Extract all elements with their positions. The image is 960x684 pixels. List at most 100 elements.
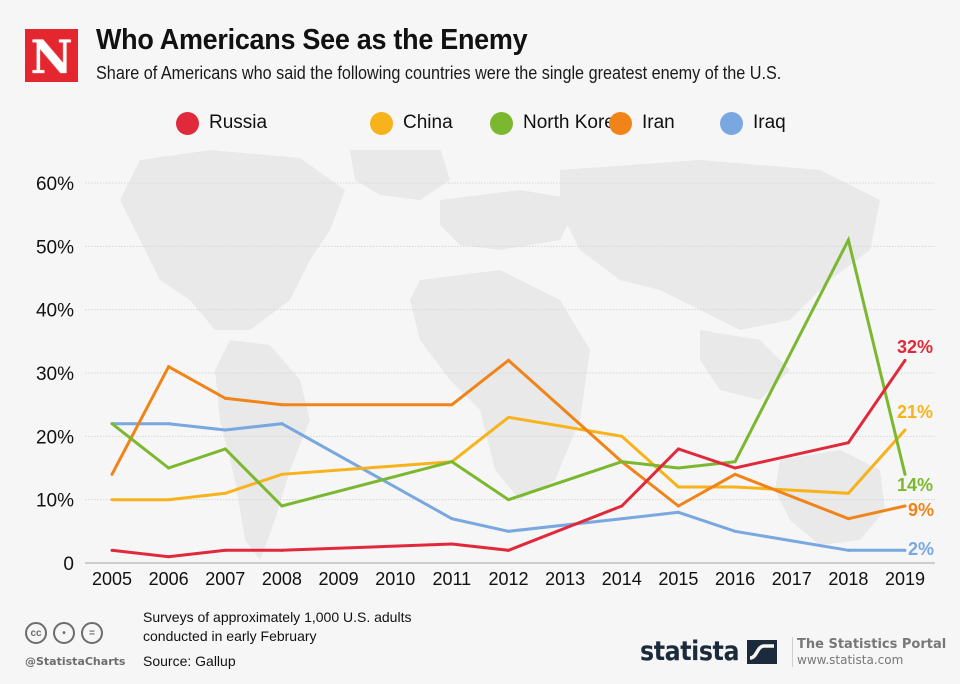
legend-swatch [720,111,743,135]
world-map-background [120,150,885,560]
end-labels: 32% 21% 14% 9% 2% [897,337,934,559]
statista-logo: statista [640,636,777,667]
data-point-china [507,415,510,419]
chart-title: Who Americans See as the Enemy [96,24,528,56]
legend-item-north-korea: North Korea [490,110,625,136]
data-point-russia [733,466,737,470]
legend-label: China [403,112,453,133]
data-point-iraq [903,548,907,552]
series-lines [110,235,907,559]
data-point-russia [903,358,907,362]
y-tick-label: 50% [36,237,74,258]
data-point-iraq [507,529,510,533]
data-point-north-korea [167,466,171,470]
data-point-north-korea [280,504,284,508]
data-point-russia [280,548,284,552]
source-label: Source: Gallup [143,653,236,669]
y-axis-ticks: 0 10% 20% 30% 40% 50% 60% [36,174,74,575]
data-point-iraq [733,529,737,533]
data-point-iraq [620,517,624,521]
y-tick-label: 40% [36,301,74,322]
statista-mark-icon [746,639,777,664]
nd-icon: = [81,622,103,644]
data-point-north-korea [507,498,510,502]
data-point-iraq [676,510,680,514]
data-point-china [110,498,114,502]
footnote: Surveys of approximately 1,000 U.S. adul… [143,608,411,646]
end-label-iraq: 2% [908,539,934,559]
y-tick-label: 0 [63,554,74,575]
data-point-iraq [280,422,284,426]
data-point-north-korea [110,422,114,426]
data-point-iraq [223,428,227,432]
y-tick-label: 20% [36,427,74,448]
legend-label: Iraq [753,112,786,133]
legend-label: North Korea [523,112,626,133]
legend-swatch [490,111,513,135]
data-point-iran [903,504,907,508]
legend: Russia China North Korea Iran Iraq [0,110,960,136]
y-tick-label: 10% [36,491,74,512]
x-tick-label: 2018 [828,569,868,589]
end-label-iran: 9% [908,500,934,520]
data-point-iraq [846,548,850,552]
portal-url[interactable]: www.statista.com [797,653,904,667]
footnote-line-2: conducted in early February [143,628,317,644]
data-point-north-korea [450,460,454,464]
data-point-iran [223,396,227,400]
newsweek-logo: N [25,29,78,82]
data-point-china [733,485,737,489]
x-tick-label: 2006 [149,569,189,589]
chart-subtitle: Share of Americans who said the followin… [96,63,782,83]
data-point-iraq [450,517,454,521]
data-point-iran [450,403,454,407]
footnote-line-1: Surveys of approximately 1,000 U.S. adul… [143,609,412,625]
end-label-china: 21% [897,402,933,422]
y-tick-label: 30% [36,364,74,385]
data-point-iran [167,365,171,369]
legend-swatch [609,111,632,135]
logo-letter: N [30,29,73,84]
cc-icon: cc [25,622,47,644]
line-chart: 0 10% 20% 30% 40% 50% 60% 2005 2006 2007 2008 2009… [36,150,935,589]
x-tick-label: 2009 [319,569,359,589]
legend-item-iran: Iran [609,110,675,136]
legend-item-iraq: Iraq [720,110,786,136]
end-label-russia: 32% [897,337,933,357]
data-point-russia [167,555,171,559]
statista-wordmark: statista [640,636,740,667]
data-point-china [280,472,284,476]
data-point-russia [110,548,114,552]
data-point-china [676,485,680,489]
data-point-china [620,434,624,438]
x-tick-label: 2019 [885,569,925,589]
legend-swatch [370,111,393,135]
data-point-iran [110,472,114,476]
data-point-iran [676,504,680,508]
x-tick-label: 2008 [262,569,302,589]
legend-label: Iran [642,112,675,133]
data-point-iran [733,472,737,476]
data-point-china [846,491,850,495]
x-axis-ticks: 2005 2006 2007 2008 2009 2010 2011 2012 2013 2014… [92,569,925,589]
x-tick-label: 2010 [375,569,415,589]
legend-label: Russia [209,112,268,133]
data-point-iran [846,517,850,521]
license-icons: cc • = [25,622,103,644]
data-point-north-korea [223,447,227,451]
data-point-russia [450,542,454,546]
x-tick-label: 2007 [205,569,245,589]
statistics-portal: The Statistics Portal www.statista.com [792,637,946,667]
x-tick-label: 2016 [715,569,755,589]
x-tick-label: 2014 [602,569,642,589]
data-point-north-korea [733,460,737,464]
data-point-iraq [167,422,171,426]
data-point-china [903,428,907,432]
x-tick-label: 2017 [772,569,812,589]
y-tick-label: 60% [36,174,74,195]
portal-title: The Statistics Portal [797,637,947,652]
grid-lines [85,182,935,564]
data-point-russia [620,504,624,508]
x-tick-label: 2011 [432,569,471,589]
x-tick-label: 2013 [545,569,585,589]
